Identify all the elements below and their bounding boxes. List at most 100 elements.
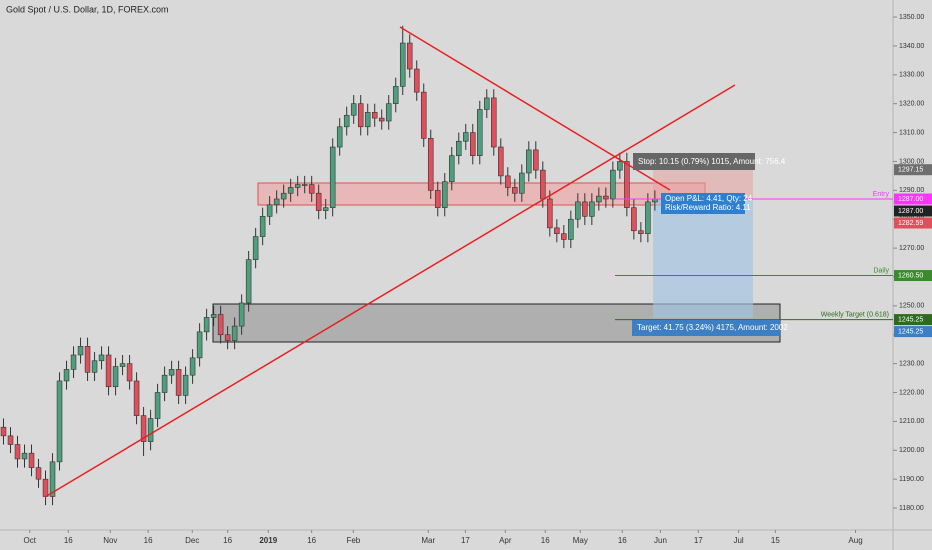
pnl-box [661, 193, 745, 214]
candle-body [14, 444, 21, 460]
y-tick-label: 1340.00 [899, 43, 924, 50]
candle-body [252, 236, 259, 260]
y-tick-label: 1290.00 [899, 187, 924, 194]
down-trendline [399, 26, 671, 191]
x-tick-label: 16 [223, 536, 232, 545]
y-tick-label: 1220.00 [899, 389, 924, 396]
pnl-label: Open P&L: 4.41, Qty: 24 [665, 194, 753, 203]
candle-body [49, 461, 56, 497]
candle-body [126, 363, 133, 382]
price-label-box [894, 164, 932, 176]
candle-body [182, 374, 189, 396]
candle-body [147, 418, 154, 442]
candle-body [477, 109, 483, 156]
stop-label-box [633, 153, 755, 170]
candle-body [561, 233, 567, 240]
x-tick-label: Apr [499, 536, 512, 545]
candle-body [568, 218, 574, 240]
candle-body [301, 184, 308, 186]
x-tick-label: Dec [185, 536, 199, 545]
candle-body [575, 201, 581, 220]
candle-body [519, 172, 525, 194]
candle-body [77, 346, 84, 356]
level-label: Entry [873, 191, 890, 198]
candle-body [105, 354, 112, 388]
candle-body [168, 369, 175, 376]
candle-body [245, 259, 252, 304]
candle-body [456, 140, 462, 156]
y-tick-label: 1350.00 [899, 14, 924, 21]
candle-body [238, 302, 245, 327]
x-tick-label: Jul [733, 536, 743, 545]
price-label: 1245.25 [898, 316, 923, 323]
candle-body [427, 138, 434, 191]
x-tick-label: Mar [421, 536, 435, 545]
candle-body [547, 198, 553, 229]
candle-body [63, 369, 70, 382]
x-tick-label: 16 [64, 536, 73, 545]
y-tick-label: 1310.00 [899, 129, 924, 136]
price-label: 1287.00 [898, 196, 923, 203]
candle-body [294, 184, 301, 188]
x-tick-label: Jun [654, 536, 667, 545]
candle-body [624, 161, 630, 208]
x-tick-label: 17 [694, 536, 703, 545]
candle-body [617, 161, 623, 171]
y-tick-label: 1200.00 [899, 447, 924, 454]
candle-body [273, 198, 280, 206]
candle-body [217, 314, 224, 336]
y-tick-label: 1270.00 [899, 245, 924, 252]
candle-body [638, 230, 644, 234]
candle-body [210, 314, 217, 318]
candle-body [0, 426, 7, 437]
candles [0, 25, 658, 506]
candle-body [357, 103, 364, 128]
candle-body [287, 187, 294, 194]
x-tick-label: Feb [346, 536, 360, 545]
candle-body [385, 103, 392, 122]
x-tick-label: 17 [461, 536, 470, 545]
stop-label: Stop: 10.15 (0.79%) 1015, Amount: 756.4 [638, 157, 786, 166]
chart-title: Gold Spot / U.S. Dollar, 1D, FOREX.com [6, 4, 169, 14]
candle-body [91, 360, 98, 373]
x-tick-label: Oct [24, 536, 37, 545]
candle-body [378, 117, 385, 122]
candle-body [645, 201, 651, 234]
target-label: Target: 41.75 (3.24%) 4175, Amount: 2002 [637, 323, 788, 332]
y-tick-label: 1320.00 [899, 101, 924, 108]
candle-body [112, 366, 119, 388]
candle-body [449, 155, 455, 182]
price-label: 1260.50 [898, 272, 923, 279]
candle-body [315, 192, 322, 211]
candle-body [589, 201, 595, 217]
candle-body [498, 146, 504, 177]
x-tick-label: 16 [144, 536, 153, 545]
y-tick-label: 1300.00 [899, 158, 924, 165]
target-label-box [632, 320, 780, 336]
candle-body [196, 331, 203, 359]
up-trendline [44, 84, 736, 498]
y-tick-label: 1250.00 [899, 303, 924, 310]
candle-body [119, 363, 126, 367]
candle-body [392, 86, 399, 104]
x-tick-label: May [573, 536, 588, 545]
price-label-box [894, 217, 932, 229]
price-label-box [894, 326, 932, 338]
candle-body [491, 97, 497, 148]
candle-body [610, 169, 616, 200]
candle-body [70, 354, 77, 370]
x-tick-label: 16 [618, 536, 627, 545]
candle-body [224, 334, 231, 341]
price-label: 1287.00 [898, 208, 923, 215]
candle-body [343, 114, 350, 128]
candle-body [596, 195, 602, 203]
x-tick-label: Aug [848, 536, 862, 545]
y-tick-label: 1190.00 [899, 476, 924, 483]
candle-body [161, 374, 168, 393]
candle-body [21, 452, 28, 460]
candle-body [280, 192, 287, 200]
price-label-box [894, 270, 932, 282]
y-tick-label: 1210.00 [899, 418, 924, 425]
